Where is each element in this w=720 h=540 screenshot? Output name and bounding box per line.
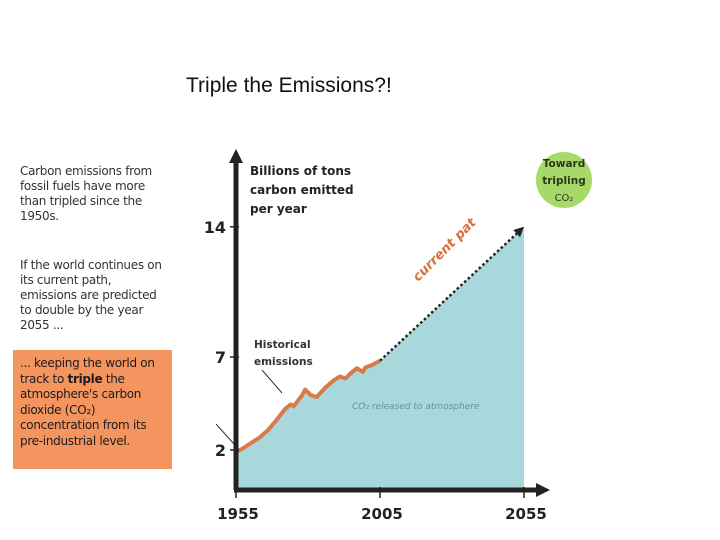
current-path-dotted-line [379,232,518,362]
y-axis-label-line-3: per year [250,202,307,216]
x-tick-label: 2005 [361,505,403,523]
y-tick-label: 2 [215,441,226,460]
historical-emissions-label-line-1: Historical [254,339,311,351]
highlight-bold-word: triple [67,371,103,386]
y-tick-label: 7 [215,348,226,367]
y-axis-arrowhead [229,149,243,163]
tripling-badge [536,152,592,208]
highlight-text-start: ... keeping the world on track to [20,356,155,386]
x-tick-label: 2055 [505,505,547,523]
y-tick-label: 14 [204,218,226,237]
historical-emissions-line [235,358,381,454]
highlight-box: ... keeping the world on track to triple… [13,350,172,469]
highlight-text-end: the atmosphere's carbon dioxide (CO₂) co… [20,371,147,448]
badge-line-1: Toward [543,158,585,170]
current-path-label: current path [0,0,480,285]
projection-paragraph: If the world continues on its current pa… [20,258,162,332]
intro-paragraph: Carbon emissions from fossil fuels have … [20,164,152,223]
start-value-pointer [215,423,235,445]
current-path-arrowhead [513,226,524,238]
co2-area-fill [236,226,524,491]
y-axis-label-line-2: carbon emitted [250,183,354,197]
page-title: Triple the Emissions?! [186,74,392,97]
badge-line-3: CO₂ [555,193,574,204]
historical-label-pointer [261,369,283,394]
y-axis-label-line-1: Billions of tons [250,164,351,178]
badge-line-2: tripling [542,175,586,187]
historical-emissions-label-line-2: emissions [254,356,313,368]
co2-fill-label: CO₂ released to atmosphere [352,402,480,412]
x-axis-arrowhead [536,483,550,497]
x-tick-label: 1955 [217,505,259,523]
